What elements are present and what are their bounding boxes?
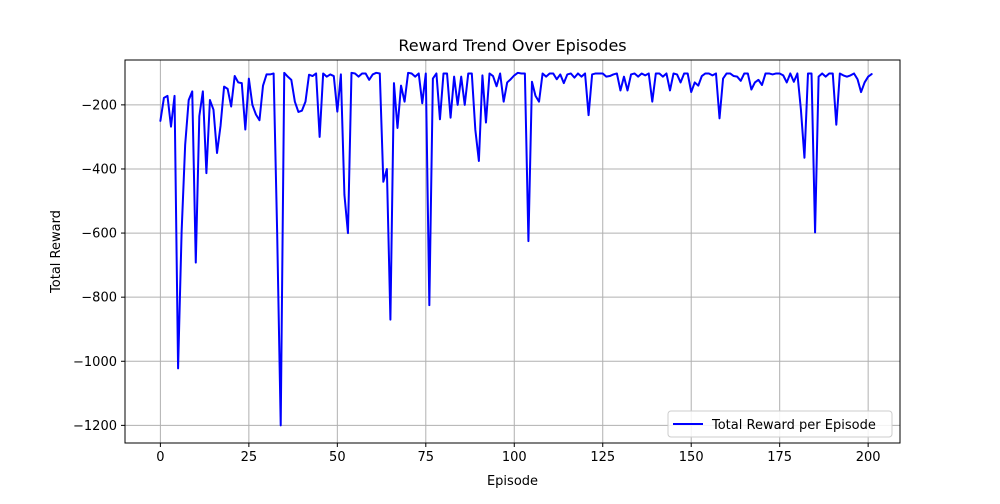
chart-title: Reward Trend Over Episodes — [398, 36, 626, 55]
x-tick-label: 50 — [329, 450, 346, 465]
y-axis-ticks: −1200 −1000 −800 −600 −400 −200 — [73, 98, 125, 434]
x-tick-label: 200 — [856, 450, 881, 465]
y-tick-label: −800 — [81, 291, 117, 306]
y-tick-label: −1000 — [73, 355, 117, 370]
x-tick-label: 75 — [418, 450, 435, 465]
x-axis-label: Episode — [487, 474, 538, 489]
y-tick-label: −400 — [81, 162, 117, 177]
x-tick-label: 100 — [502, 450, 527, 465]
legend-label: Total Reward per Episode — [711, 418, 876, 433]
y-tick-label: −600 — [81, 227, 117, 242]
x-axis-ticks: 0 25 50 75 100 125 150 175 200 — [156, 443, 881, 465]
x-tick-label: 150 — [679, 450, 704, 465]
y-tick-label: −200 — [81, 98, 117, 113]
x-tick-label: 125 — [590, 450, 615, 465]
y-axis-label: Total Reward — [49, 210, 64, 294]
legend-box — [667, 410, 893, 438]
x-tick-label: 25 — [241, 450, 258, 465]
x-tick-label: 175 — [767, 450, 792, 465]
plot-frame — [124, 59, 901, 444]
series-layer — [159, 71, 873, 427]
y-tick-label: −1200 — [73, 419, 117, 434]
series-line — [159, 71, 873, 427]
x-tick-label: 0 — [156, 450, 164, 465]
legend: Total Reward per Episode — [667, 410, 893, 438]
